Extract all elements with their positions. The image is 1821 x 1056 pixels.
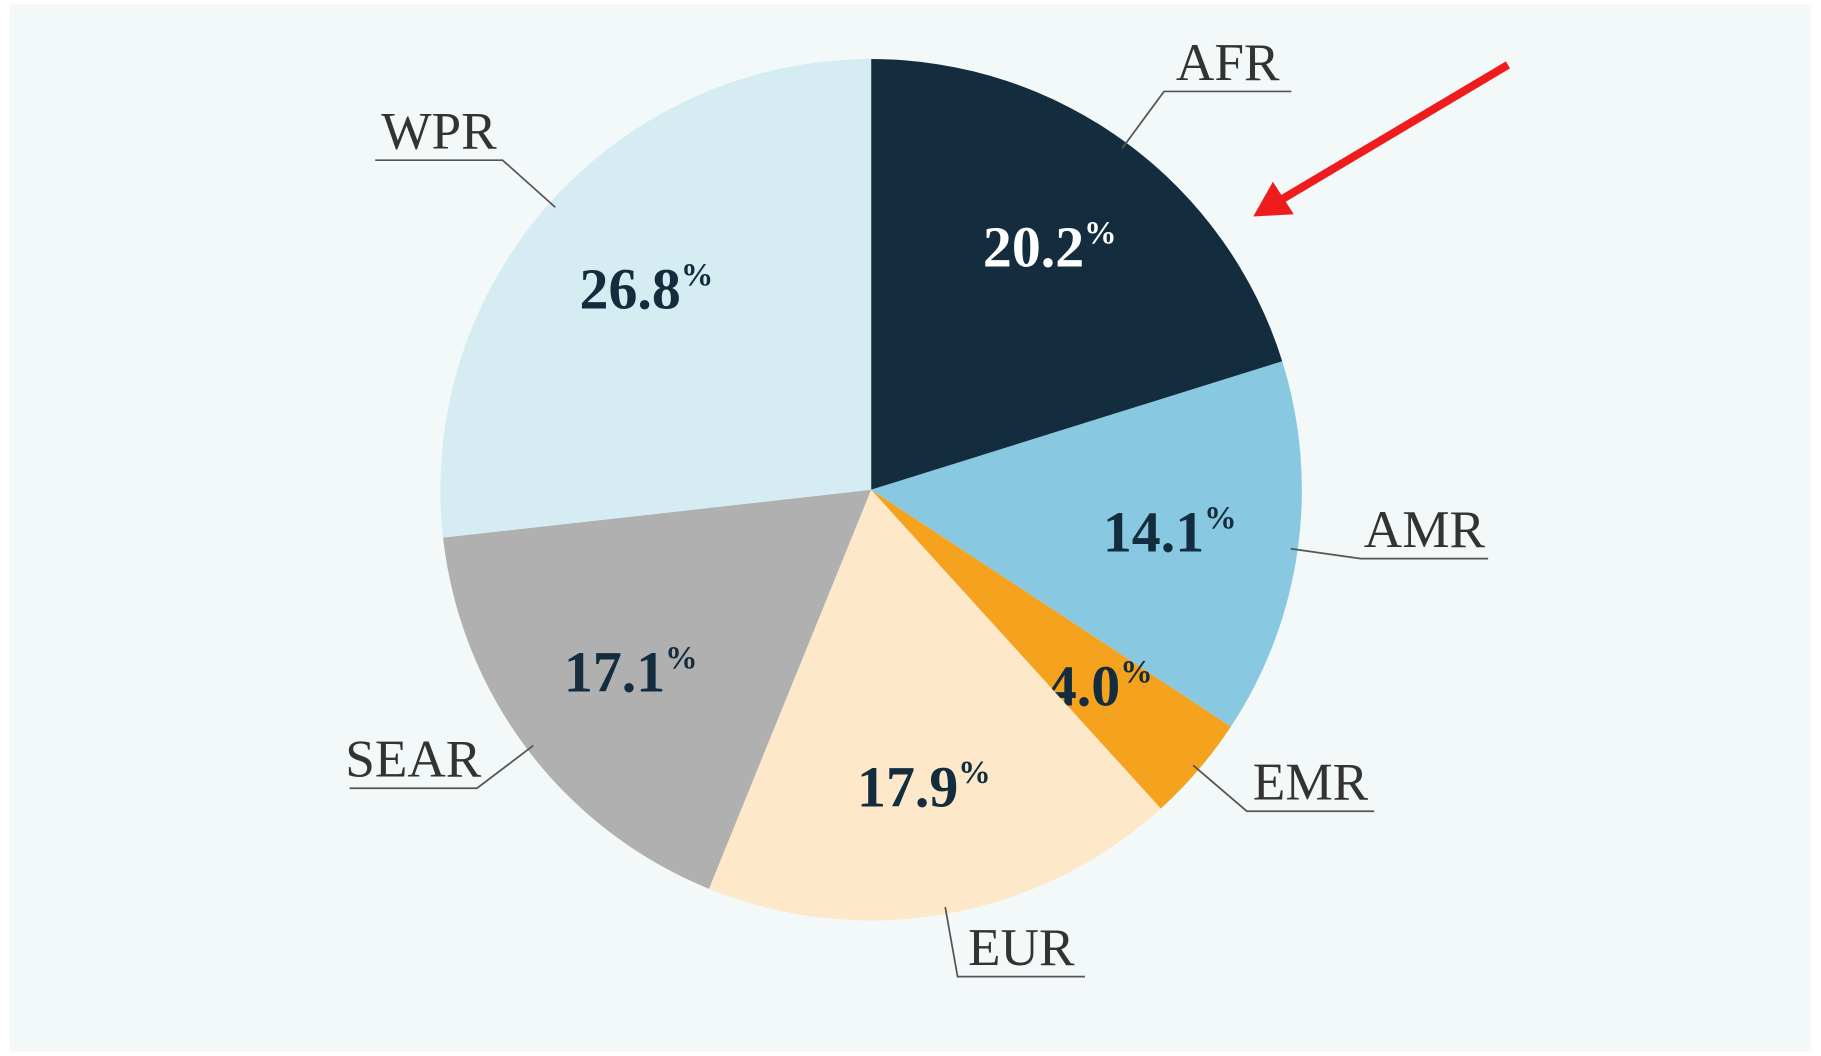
category-label: SEAR [345,730,482,789]
leader-line [1290,547,1489,560]
value-label: 14.1% [1103,499,1237,564]
leader-line [1121,90,1292,149]
value-label: 17.9% [857,754,991,819]
leader-line [944,906,1085,978]
category-label: WPR [381,102,497,161]
category-label: AFR [1176,33,1280,92]
pie-slice [871,59,1283,490]
pie-slice [708,489,1161,921]
pie-slice [443,489,872,889]
value-label: 26.8% [580,256,714,321]
annotation-arrow [1253,61,1511,217]
value-label: 17.1% [564,639,698,704]
leader-line [375,159,556,208]
arrow-shaft [1280,61,1511,203]
pie-slice [871,489,1231,809]
pie-slice [440,59,872,538]
pie-slice [871,361,1302,727]
category-label: EUR [968,918,1075,977]
category-label: AMR [1364,500,1486,559]
arrow-head [1253,181,1294,217]
value-label: 20.2% [983,215,1117,280]
category-label: EMR [1253,753,1369,812]
leader-line [1192,764,1375,813]
leader-line [349,744,534,790]
